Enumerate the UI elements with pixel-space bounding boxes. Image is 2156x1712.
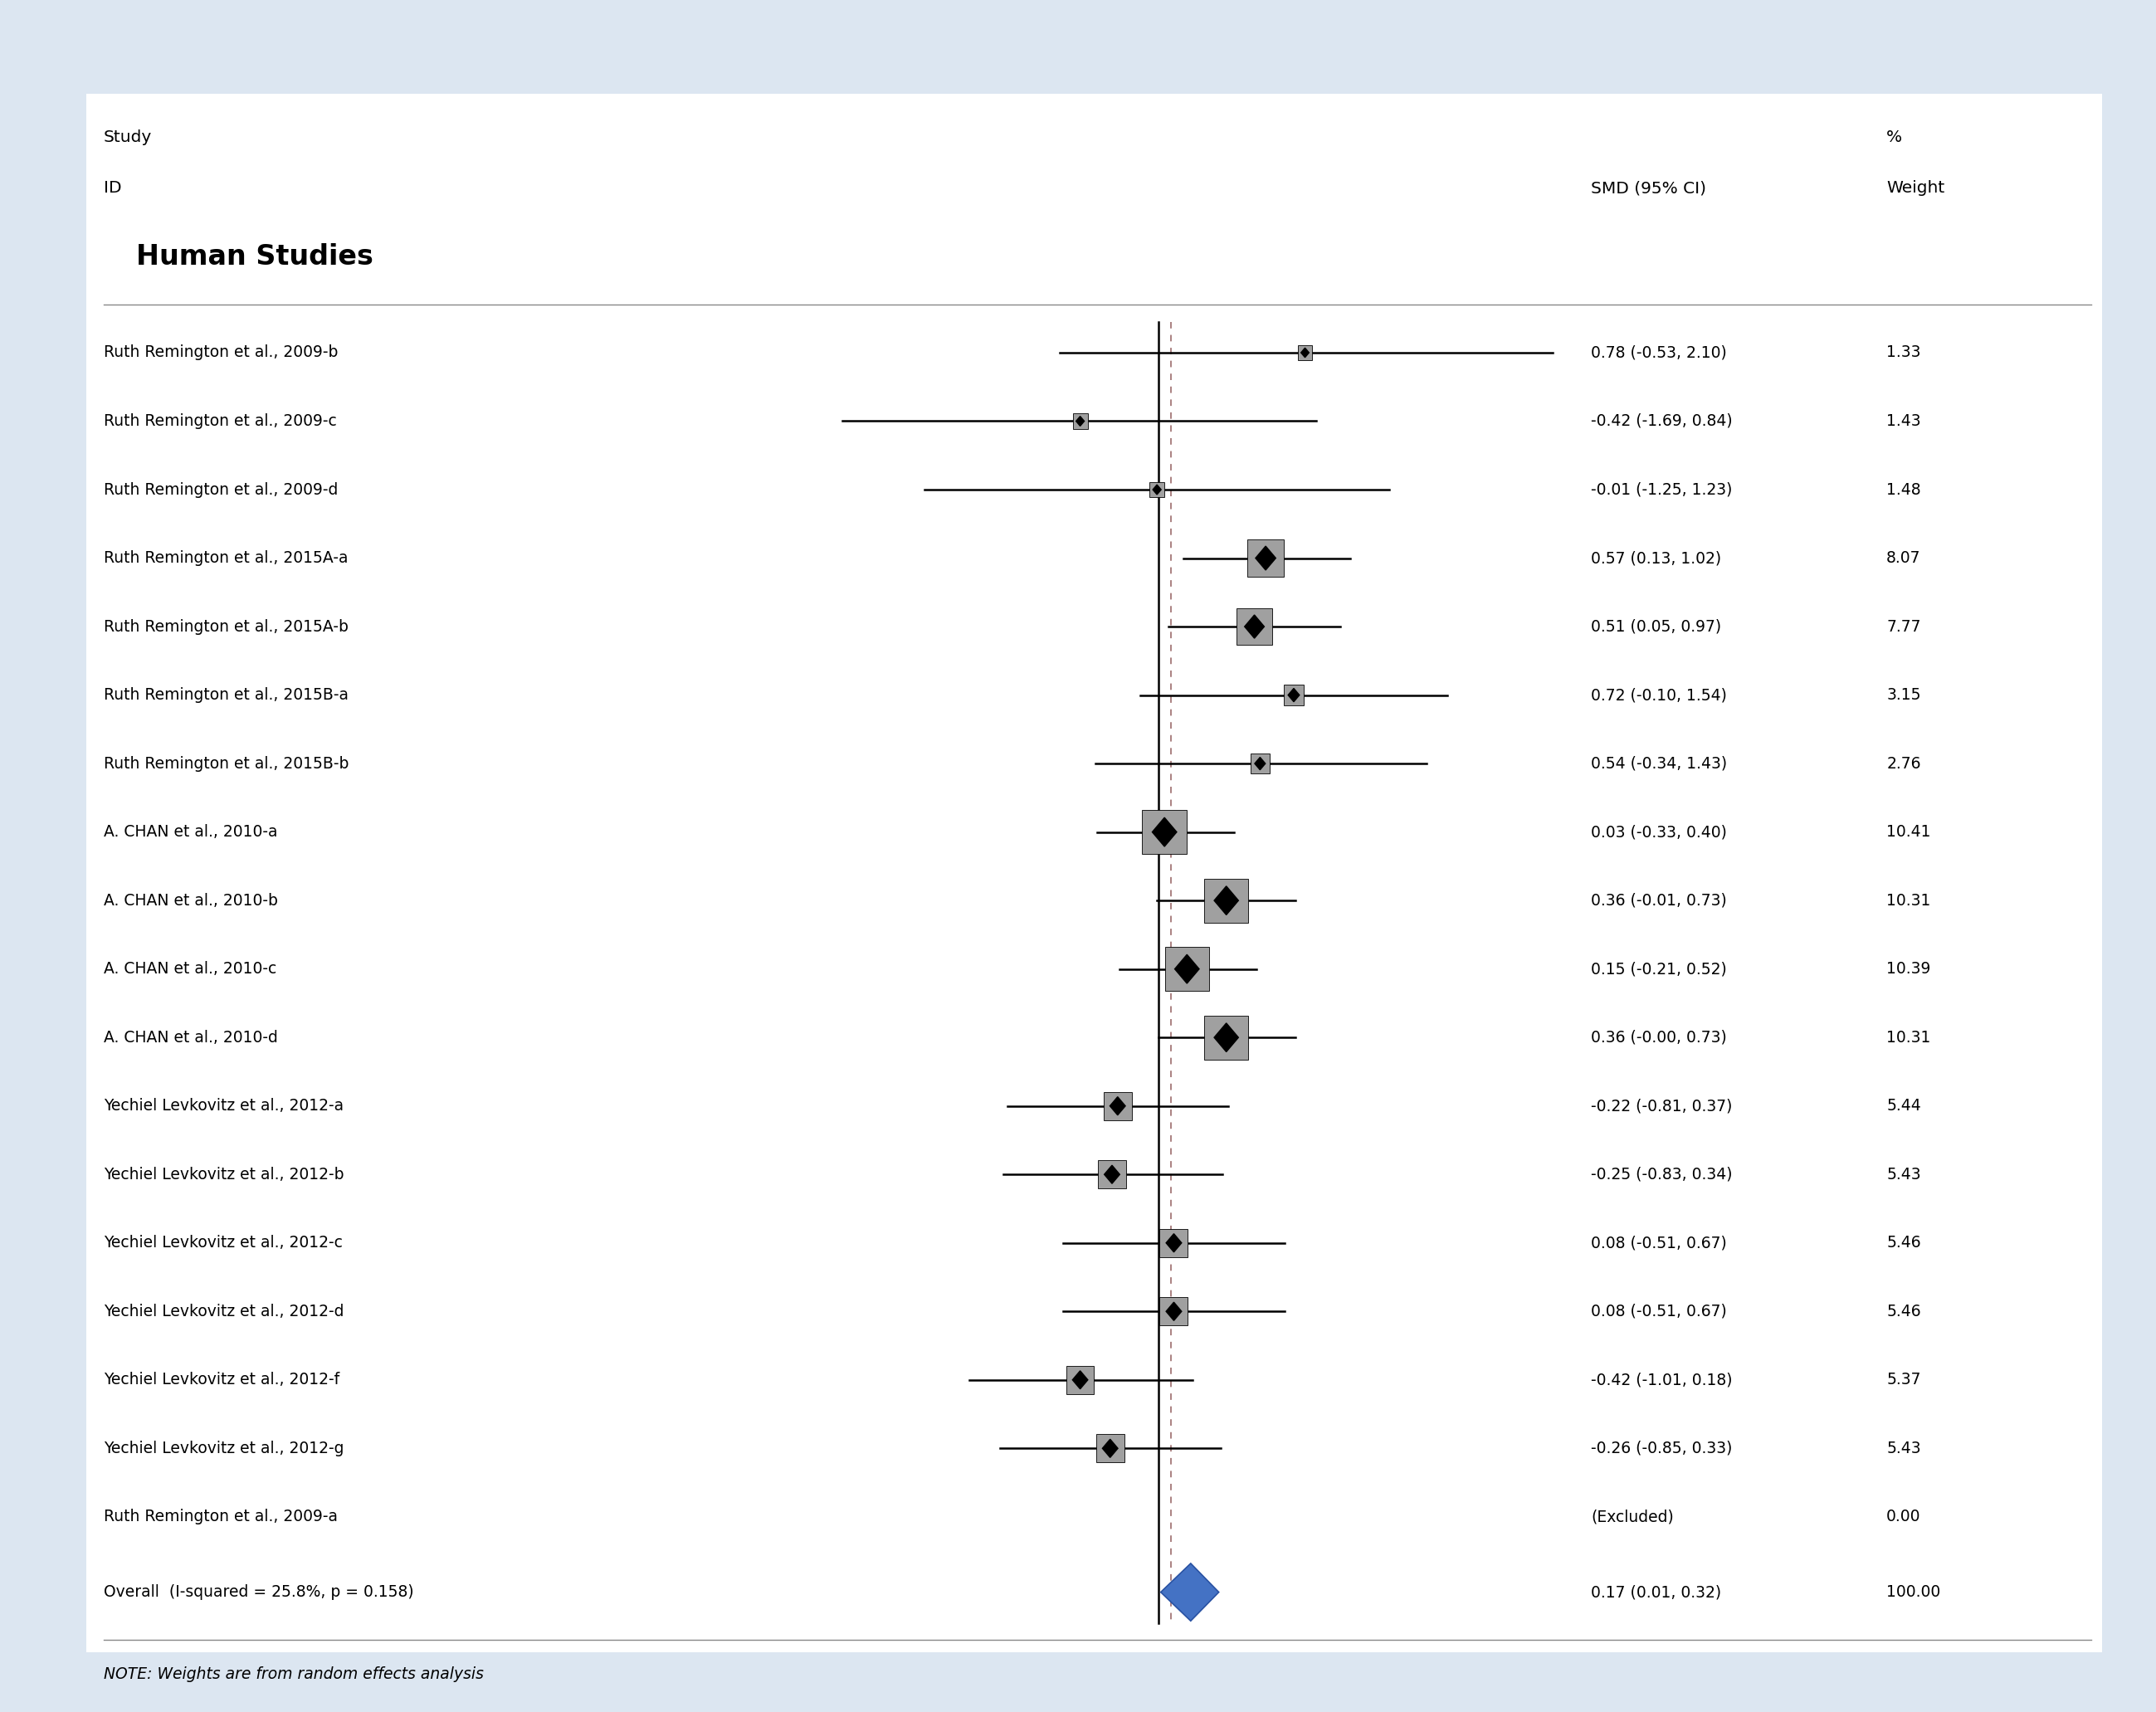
Polygon shape: [1160, 1563, 1218, 1621]
Bar: [1160, 1229, 1188, 1257]
Text: 10.31: 10.31: [1886, 1029, 1932, 1046]
Polygon shape: [1244, 615, 1263, 639]
Bar: [1149, 483, 1164, 496]
Text: Ruth Remington et al., 2015B-b: Ruth Remington et al., 2015B-b: [103, 755, 349, 772]
Text: A. CHAN et al., 2010-b: A. CHAN et al., 2010-b: [103, 892, 278, 909]
Text: Weight: Weight: [1886, 180, 1945, 197]
Text: NOTE: Weights are from random effects analysis: NOTE: Weights are from random effects an…: [103, 1666, 483, 1683]
Text: 0.72 (-0.10, 1.54): 0.72 (-0.10, 1.54): [1591, 687, 1727, 704]
Polygon shape: [1072, 1371, 1089, 1388]
Text: 1.48: 1.48: [1886, 481, 1921, 498]
Text: Yechiel Levkovitz et al., 2012-d: Yechiel Levkovitz et al., 2012-d: [103, 1303, 343, 1320]
Text: 0.08 (-0.51, 0.67): 0.08 (-0.51, 0.67): [1591, 1303, 1727, 1320]
Text: 1.33: 1.33: [1886, 344, 1921, 361]
Text: Overall  (I-squared = 25.8%, p = 0.158): Overall (I-squared = 25.8%, p = 0.158): [103, 1584, 414, 1601]
Polygon shape: [1104, 1166, 1119, 1183]
Polygon shape: [1102, 1440, 1117, 1457]
Bar: [1238, 609, 1272, 644]
Text: 3.15: 3.15: [1886, 687, 1921, 704]
Polygon shape: [1214, 1024, 1238, 1051]
Bar: [1097, 1161, 1125, 1188]
Text: 10.41: 10.41: [1886, 823, 1932, 841]
Bar: [1160, 1298, 1188, 1325]
Bar: [1250, 753, 1270, 774]
Text: 5.37: 5.37: [1886, 1371, 1921, 1388]
Text: 100.00: 100.00: [1886, 1584, 1940, 1601]
Text: %: %: [1886, 128, 1902, 146]
Text: Yechiel Levkovitz et al., 2012-g: Yechiel Levkovitz et al., 2012-g: [103, 1440, 343, 1457]
Text: 0.51 (0.05, 0.97): 0.51 (0.05, 0.97): [1591, 618, 1720, 635]
Bar: [1067, 1366, 1093, 1394]
Bar: [1164, 947, 1210, 991]
Text: Yechiel Levkovitz et al., 2012-c: Yechiel Levkovitz et al., 2012-c: [103, 1234, 343, 1251]
Text: 8.07: 8.07: [1886, 550, 1921, 567]
Polygon shape: [1175, 955, 1199, 983]
Text: 0.08 (-0.51, 0.67): 0.08 (-0.51, 0.67): [1591, 1234, 1727, 1251]
Text: 0.36 (-0.00, 0.73): 0.36 (-0.00, 0.73): [1591, 1029, 1727, 1046]
Text: 0.15 (-0.21, 0.52): 0.15 (-0.21, 0.52): [1591, 960, 1727, 978]
Text: 1.43: 1.43: [1886, 413, 1921, 430]
Polygon shape: [1166, 1234, 1181, 1251]
Text: -0.22 (-0.81, 0.37): -0.22 (-0.81, 0.37): [1591, 1097, 1733, 1115]
Text: Ruth Remington et al., 2015A-a: Ruth Remington et al., 2015A-a: [103, 550, 347, 567]
Text: Ruth Remington et al., 2009-c: Ruth Remington et al., 2009-c: [103, 413, 336, 430]
Text: 0.17 (0.01, 0.32): 0.17 (0.01, 0.32): [1591, 1584, 1720, 1601]
Text: ID: ID: [103, 180, 121, 197]
Polygon shape: [1153, 484, 1162, 495]
Polygon shape: [1255, 546, 1276, 570]
Text: Ruth Remington et al., 2009-a: Ruth Remington et al., 2009-a: [103, 1508, 338, 1525]
Polygon shape: [1151, 818, 1177, 846]
Text: A. CHAN et al., 2010-a: A. CHAN et al., 2010-a: [103, 823, 278, 841]
Text: 10.31: 10.31: [1886, 892, 1932, 909]
Bar: [1095, 1435, 1123, 1462]
Text: 0.00: 0.00: [1886, 1508, 1921, 1525]
Text: 5.43: 5.43: [1886, 1440, 1921, 1457]
Bar: [1104, 1092, 1132, 1120]
Text: (Excluded): (Excluded): [1591, 1508, 1673, 1525]
Text: -0.42 (-1.01, 0.18): -0.42 (-1.01, 0.18): [1591, 1371, 1733, 1388]
Bar: [1283, 685, 1304, 705]
Text: 0.57 (0.13, 1.02): 0.57 (0.13, 1.02): [1591, 550, 1720, 567]
Bar: [1298, 346, 1313, 360]
Polygon shape: [1110, 1097, 1125, 1115]
Text: -0.25 (-0.83, 0.34): -0.25 (-0.83, 0.34): [1591, 1166, 1733, 1183]
Bar: [1205, 878, 1248, 923]
Text: 10.39: 10.39: [1886, 960, 1932, 978]
Text: 5.46: 5.46: [1886, 1303, 1921, 1320]
Text: 5.44: 5.44: [1886, 1097, 1921, 1115]
Text: A. CHAN et al., 2010-c: A. CHAN et al., 2010-c: [103, 960, 276, 978]
Bar: [1246, 539, 1285, 577]
Text: 0.78 (-0.53, 2.10): 0.78 (-0.53, 2.10): [1591, 344, 1727, 361]
Text: 5.43: 5.43: [1886, 1166, 1921, 1183]
Text: Ruth Remington et al., 2015A-b: Ruth Remington et al., 2015A-b: [103, 618, 349, 635]
Text: Ruth Remington et al., 2009-d: Ruth Remington et al., 2009-d: [103, 481, 338, 498]
Polygon shape: [1255, 757, 1266, 770]
Text: 2.76: 2.76: [1886, 755, 1921, 772]
Text: Yechiel Levkovitz et al., 2012-f: Yechiel Levkovitz et al., 2012-f: [103, 1371, 338, 1388]
Text: 5.46: 5.46: [1886, 1234, 1921, 1251]
Bar: [1143, 810, 1186, 854]
Text: Ruth Remington et al., 2015B-a: Ruth Remington et al., 2015B-a: [103, 687, 349, 704]
Bar: [1074, 414, 1087, 428]
Polygon shape: [1300, 348, 1309, 358]
Polygon shape: [1166, 1303, 1181, 1320]
Bar: [1205, 1015, 1248, 1060]
Polygon shape: [1287, 688, 1300, 702]
Text: -0.01 (-1.25, 1.23): -0.01 (-1.25, 1.23): [1591, 481, 1733, 498]
Polygon shape: [1076, 416, 1084, 426]
Text: Ruth Remington et al., 2009-b: Ruth Remington et al., 2009-b: [103, 344, 338, 361]
Text: Yechiel Levkovitz et al., 2012-a: Yechiel Levkovitz et al., 2012-a: [103, 1097, 343, 1115]
Text: SMD (95% CI): SMD (95% CI): [1591, 180, 1708, 197]
Text: -0.42 (-1.69, 0.84): -0.42 (-1.69, 0.84): [1591, 413, 1733, 430]
Text: Yechiel Levkovitz et al., 2012-b: Yechiel Levkovitz et al., 2012-b: [103, 1166, 343, 1183]
Text: -0.26 (-0.85, 0.33): -0.26 (-0.85, 0.33): [1591, 1440, 1733, 1457]
Text: Human Studies: Human Studies: [136, 243, 373, 270]
Polygon shape: [1214, 887, 1238, 914]
Text: Study: Study: [103, 128, 151, 146]
Text: A. CHAN et al., 2010-d: A. CHAN et al., 2010-d: [103, 1029, 278, 1046]
Text: 0.03 (-0.33, 0.40): 0.03 (-0.33, 0.40): [1591, 823, 1727, 841]
Text: 0.54 (-0.34, 1.43): 0.54 (-0.34, 1.43): [1591, 755, 1727, 772]
Text: 0.36 (-0.01, 0.73): 0.36 (-0.01, 0.73): [1591, 892, 1727, 909]
Text: 7.77: 7.77: [1886, 618, 1921, 635]
